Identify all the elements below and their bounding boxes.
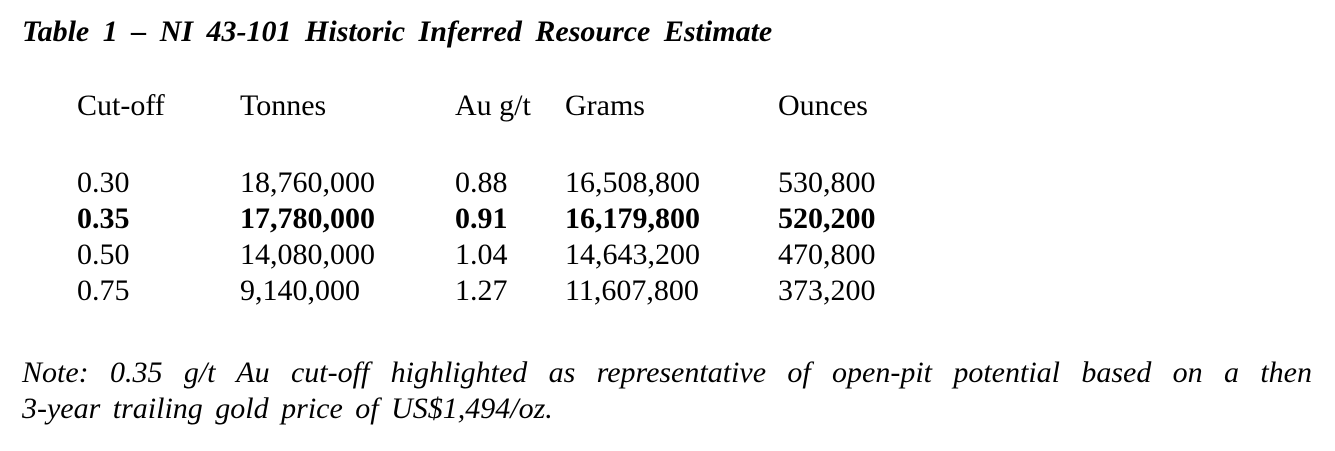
- cell-au-gt: 0.91: [455, 202, 508, 235]
- footnote-line-1: Note: 0.35 g/t Au cut-off highlighted as…: [22, 356, 1312, 389]
- cell-cutoff: 0.50: [77, 238, 130, 271]
- column-header-tonnes: Tonnes: [240, 89, 327, 122]
- table-title: Table 1 – NI 43-101 Historic Inferred Re…: [22, 15, 773, 48]
- footnote-line-2: 3-year trailing gold price of US$1,494/o…: [22, 392, 553, 425]
- cell-ounces: 520,200: [778, 202, 876, 235]
- cell-grams: 16,179,800: [565, 202, 700, 235]
- table-header-row: Cut-off Tonnes Au g/t Grams Ounces: [77, 88, 1335, 124]
- resource-table: Cut-off Tonnes Au g/t Grams Ounces 0.30 …: [77, 88, 1335, 309]
- table-row-cutoff-035-highlighted: 0.35 17,780,000 0.91 16,179,800 520,200: [77, 201, 1335, 237]
- cell-ounces: 530,800: [778, 166, 876, 199]
- table-row-cutoff-075: 0.75 9,140,000 1.27 11,607,800 373,200: [77, 273, 1335, 309]
- cell-au-gt: 1.27: [455, 274, 508, 307]
- table-row-cutoff-030: 0.30 18,760,000 0.88 16,508,800 530,800: [77, 165, 1335, 201]
- column-header-au-gt: Au g/t: [455, 89, 531, 122]
- cell-au-gt: 1.04: [455, 238, 508, 271]
- cell-grams: 14,643,200: [565, 238, 700, 271]
- column-header-grams: Grams: [565, 89, 645, 122]
- cell-grams: 11,607,800: [565, 274, 699, 307]
- cell-cutoff: 0.75: [77, 274, 130, 307]
- cell-au-gt: 0.88: [455, 166, 508, 199]
- cell-ounces: 373,200: [778, 274, 876, 307]
- column-header-ounces: Ounces: [778, 89, 868, 122]
- footnote: Note: 0.35 g/t Au cut-off highlighted as…: [22, 355, 1312, 427]
- cell-tonnes: 17,780,000: [240, 202, 375, 235]
- cell-tonnes: 9,140,000: [240, 274, 360, 307]
- cell-cutoff: 0.35: [77, 202, 130, 235]
- table-spacer: [77, 124, 1335, 165]
- column-header-cutoff: Cut-off: [77, 89, 165, 122]
- cell-tonnes: 18,760,000: [240, 166, 375, 199]
- cell-grams: 16,508,800: [565, 166, 700, 199]
- cell-tonnes: 14,080,000: [240, 238, 375, 271]
- table-row-cutoff-050: 0.50 14,080,000 1.04 14,643,200 470,800: [77, 237, 1335, 273]
- cell-cutoff: 0.30: [77, 166, 130, 199]
- cell-ounces: 470,800: [778, 238, 876, 271]
